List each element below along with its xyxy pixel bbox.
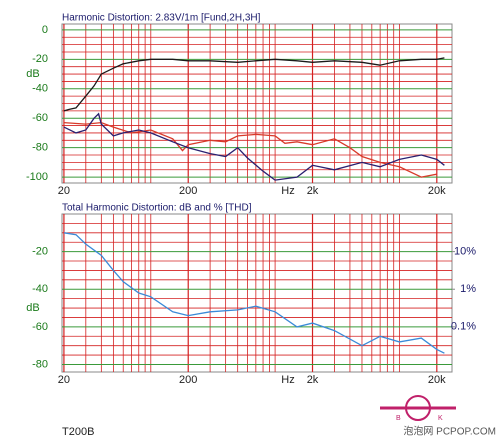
logo-letter: B <box>396 415 401 422</box>
x-tick-label: 200 <box>179 374 197 386</box>
x-axis-label: Hz <box>281 374 294 386</box>
y-tick-label: -40 <box>32 83 48 95</box>
x-axis-label: Hz <box>281 185 294 197</box>
x-tick-label: 2k <box>307 185 319 197</box>
y-tick-label: -20 <box>32 53 48 65</box>
y2-tick-label: 10% <box>454 246 476 258</box>
x-tick-label: 20k <box>428 185 446 197</box>
watermark: 泡泡网 PCPOP.COM <box>403 425 496 438</box>
x-tick-label: 2k <box>307 374 319 386</box>
y-tick-label: -100 <box>26 171 48 183</box>
panel: Harmonic Distortion: 2.83V/1m [Fund,2H,3… <box>26 13 453 197</box>
y-tick-label: -40 <box>32 283 48 295</box>
y-tick-label: -20 <box>32 246 48 258</box>
y-axis-label: dB <box>26 302 39 314</box>
y-tick-label: -60 <box>32 321 48 333</box>
x-tick-label: 20k <box>428 374 446 386</box>
series-line <box>63 232 445 354</box>
x-tick-label: 200 <box>179 185 197 197</box>
panel-title: Harmonic Distortion: 2.83V/1m [Fund,2H,3… <box>62 13 261 24</box>
series-line <box>63 57 445 112</box>
y2-tick-label: 1% <box>460 283 476 295</box>
x-tick-label: 20 <box>58 185 70 197</box>
y-tick-label: -80 <box>32 358 48 370</box>
y2-tick-label: 0.1% <box>451 321 476 333</box>
logo-letter: K <box>438 415 443 422</box>
series-line <box>63 112 445 181</box>
y-tick-label: -60 <box>32 112 48 124</box>
panel: Total Harmonic Distortion: dB and % [THD… <box>26 203 476 386</box>
logo: B K <box>380 395 456 422</box>
y-tick-label: 0 <box>42 24 48 36</box>
panel-title: Total Harmonic Distortion: dB and % [THD… <box>62 203 252 214</box>
y-tick-label: -80 <box>32 142 48 154</box>
y-axis-label: dB <box>26 68 39 80</box>
model-label: T200B <box>62 426 94 438</box>
x-tick-label: 20 <box>58 374 70 386</box>
